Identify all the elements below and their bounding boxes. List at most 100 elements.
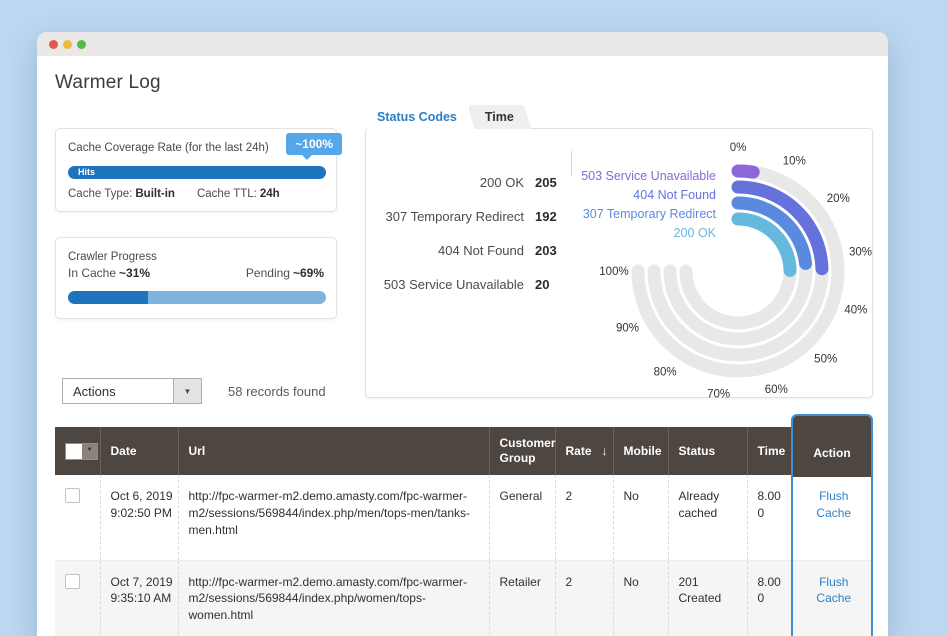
flush-cache-link[interactable]: Flush Cache	[816, 489, 852, 520]
chart-tick-label: 100%	[599, 266, 628, 278]
table-row: Oct 7, 2019 9:35:10 AM http://fpc-warmer-m…	[55, 559, 873, 636]
column-label-status: Status	[678, 443, 716, 458]
cell-action: Flush Cache	[791, 559, 873, 636]
chart-tick-label: 90%	[616, 322, 639, 334]
cache-meta: Cache Type: Built-in Cache TTL: 24h	[68, 188, 280, 200]
cell-url: http://fpc-warmer-m2.demo.amasty.com/fpc…	[177, 475, 489, 560]
flush-cache-link[interactable]: Flush Cache	[816, 574, 852, 606]
chart-track-ring-0	[631, 164, 845, 378]
column-header-time[interactable]: Time	[746, 427, 792, 475]
chart-arc-404-not-found	[731, 180, 829, 276]
cell-time: 8.000	[746, 475, 792, 560]
cell-mobile: No	[612, 559, 668, 636]
chart-tick-label: 40%	[844, 304, 867, 316]
cell-status: Already cached	[667, 475, 747, 560]
chart-tabs: Status Codes Time	[365, 105, 532, 129]
chart-tick-label: 20%	[827, 193, 850, 205]
status-code-count: 203	[535, 242, 557, 258]
actions-dropdown[interactable]: Actions ▼	[62, 378, 202, 404]
hits-progress-bar: Hits	[68, 166, 326, 179]
tab-time[interactable]: Time	[469, 105, 532, 129]
status-code-label: 503 Service Unavailable	[383, 276, 524, 292]
chart-legend: 503 Service Unavailable 404 Not Found 307 …	[486, 167, 716, 243]
actions-dropdown-label: Actions	[73, 383, 116, 399]
cell-status: 201 Created	[667, 559, 747, 636]
chart-tick-label: 0%	[730, 142, 747, 154]
cell-rate: 2	[554, 475, 613, 560]
date-value: Oct 6, 2019	[110, 489, 173, 503]
select-all-box	[66, 443, 82, 459]
column-header-url[interactable]: Url	[177, 427, 489, 475]
chart-tick-label: 60%	[765, 384, 788, 396]
column-header-rate[interactable]: Rate ↓	[554, 427, 613, 475]
status-code-item: 307 Temporary Redirect 192	[366, 199, 561, 233]
pending-label: Pending ~69%	[245, 266, 324, 280]
cell-action: Flush Cache	[791, 475, 873, 560]
row-checkbox[interactable]	[65, 573, 80, 589]
legend-item-404-not-found: 404 Not Found	[633, 188, 716, 202]
column-label-rate: Rate	[565, 443, 592, 458]
column-header-date[interactable]: Date	[99, 427, 178, 475]
chart-tick-label: 30%	[849, 247, 872, 259]
cell-url: http://fpc-warmer-m2.demo.amasty.com/fpc…	[177, 559, 489, 636]
cell-customer-group: Retailer	[488, 559, 555, 636]
select-all-caret-icon[interactable]: ▼	[82, 443, 97, 459]
minimize-window-button[interactable]	[63, 39, 72, 49]
column-header-mobile[interactable]: Mobile	[612, 427, 668, 475]
status-code-item: 503 Service Unavailable 20	[366, 267, 561, 301]
column-header-select: ▼	[55, 427, 100, 475]
in-cache-label: In Cache ~31%	[68, 266, 151, 280]
column-label-url: Url	[188, 443, 206, 458]
crawler-progress-title: Crawler Progress	[68, 251, 157, 263]
cache-coverage-card: Cache Coverage Rate (for the last 24h) ~…	[55, 128, 342, 212]
cell-mobile: No	[612, 475, 668, 560]
app-window: Warmer Log Cache Coverage Rate (for the …	[37, 32, 888, 636]
window-titlebar	[37, 32, 888, 56]
row-checkbox[interactable]	[65, 488, 80, 503]
chart-tick-label: 70%	[707, 389, 730, 400]
cell-date: Oct 7, 2019 9:35:10 AM	[99, 559, 178, 636]
status-code-count: 192	[535, 208, 557, 224]
time-value: 9:35:10 AM	[110, 591, 172, 606]
column-header-action	[791, 427, 873, 475]
coverage-badge-value: ~100%	[295, 137, 333, 151]
sort-descending-icon: ↓	[601, 443, 608, 458]
status-codes-panel: 200 OK 205 307 Temporary Redirect 192 404 No…	[365, 128, 873, 400]
cell-time: 8.000	[746, 559, 792, 636]
status-code-label: 307 Temporary Redirect	[385, 208, 525, 224]
table-row: Oct 6, 2019 9:02:50 PM http://fpc-warmer-m…	[55, 475, 873, 560]
time-value: 9:02:50 PM	[110, 505, 172, 520]
cell-rate: 2	[554, 559, 613, 636]
status-code-label: 404 Not Found	[437, 242, 524, 258]
status-code-count: 205	[535, 174, 557, 190]
date-value: Oct 7, 2019	[110, 574, 173, 589]
tab-status-codes[interactable]: Status Codes	[365, 105, 475, 129]
status-code-item: 404 Not Found 203	[366, 233, 561, 267]
coverage-badge: ~100%	[286, 133, 342, 160]
dropdown-caret-icon[interactable]: ▼	[173, 379, 201, 403]
cell-date: Oct 6, 2019 9:02:50 PM	[99, 475, 178, 560]
table-header: ▼ Date Url Customer Group Rate ↓ Mobile Status T…	[55, 427, 873, 475]
chart-tick-label: 80%	[654, 366, 677, 378]
status-code-list: 200 OK 205 307 Temporary Redirect 192 404 No…	[366, 165, 561, 301]
chart-arc-200-ok	[731, 212, 797, 277]
records-count: 58 records found	[228, 383, 326, 399]
panel-divider	[571, 151, 572, 176]
chart-tick-label: 10%	[783, 156, 806, 168]
crawler-progress-fill	[68, 291, 148, 304]
crawler-progress-card: Crawler Progress In Cache ~31% Pending ~69…	[55, 237, 337, 319]
radial-bar-chart: 0% 10% 20% 30% 40% 50% 60% 70% 80% 90% 100%	[599, 142, 872, 400]
close-window-button[interactable]	[49, 39, 58, 49]
maximize-window-button[interactable]	[77, 39, 86, 49]
crawler-progress-bar	[68, 291, 326, 304]
warmer-log-table: ▼ Date Url Customer Group Rate ↓ Mobile Status T…	[55, 427, 873, 636]
chart-tick-label: 50%	[814, 354, 837, 366]
select-all-checkbox[interactable]: ▼	[65, 442, 98, 460]
cell-select	[55, 475, 100, 560]
hits-bar-label: Hits	[78, 167, 96, 177]
column-header-status[interactable]: Status	[667, 427, 747, 475]
crawler-labels: In Cache ~31% Pending ~69%	[68, 266, 324, 280]
column-header-customer_group[interactable]: Customer Group	[488, 427, 556, 475]
grid-toolbar: Actions ▼ 58 records found	[62, 378, 326, 404]
